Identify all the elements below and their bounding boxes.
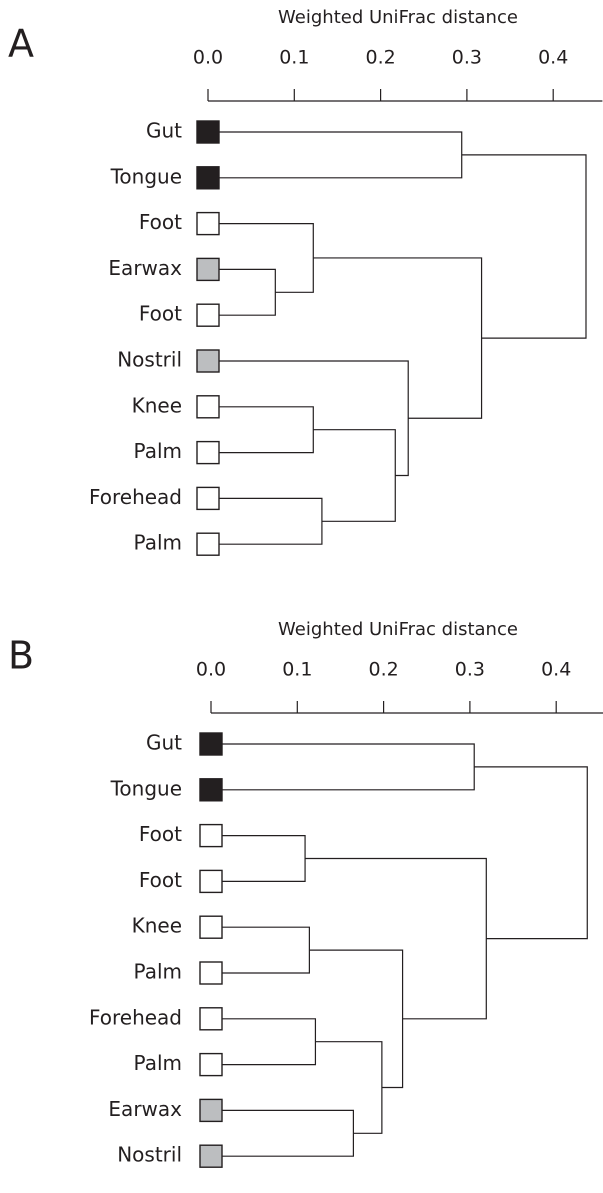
leaf-label: Tongue xyxy=(110,164,182,188)
merge-link xyxy=(222,743,475,791)
leaf-label: Knee xyxy=(132,914,182,938)
leaf-box xyxy=(199,778,223,802)
merge-link xyxy=(219,131,463,179)
leaf-label: Foot xyxy=(139,302,182,326)
merge-link xyxy=(305,857,487,1020)
merge-link xyxy=(222,1109,354,1157)
leaf-label: Earwax xyxy=(108,256,182,280)
leaf-label: Tongue xyxy=(110,776,182,800)
leaf-box xyxy=(199,961,223,985)
leaf-box xyxy=(196,486,220,511)
leaf-box xyxy=(199,1144,223,1168)
x-tick-label: 0.0 xyxy=(196,659,226,681)
merge-link xyxy=(219,268,276,316)
x-tick-label: 0.3 xyxy=(455,659,485,681)
panel-label: B xyxy=(8,634,34,678)
merge-link xyxy=(222,926,310,974)
leaf-label: Earwax xyxy=(108,1097,182,1121)
leaf-box xyxy=(196,395,220,419)
merge-link xyxy=(474,766,588,940)
merge-link xyxy=(461,154,587,339)
leaf-label: Nostril xyxy=(117,348,182,372)
leaf-label: Palm xyxy=(134,1051,182,1075)
leaf-box xyxy=(199,1098,223,1123)
merge-link xyxy=(222,1018,317,1066)
leaf-label: Gut xyxy=(146,731,182,755)
merge-link xyxy=(309,949,404,1089)
leaf-box xyxy=(196,120,220,144)
merge-link xyxy=(313,429,396,522)
leaf-box xyxy=(196,532,220,556)
leaf-label: Forehead xyxy=(89,485,182,509)
leaf-box xyxy=(196,211,220,236)
leaf-box xyxy=(199,915,223,939)
leaf-box xyxy=(196,166,220,190)
axis-title: Weighted UniFrac distance xyxy=(278,619,518,640)
x-tick-label: 0.2 xyxy=(365,47,395,69)
merge-link xyxy=(219,406,314,454)
merge-link xyxy=(222,835,306,882)
leaf-box xyxy=(199,869,223,894)
x-tick-label: 0.0 xyxy=(193,47,223,69)
merge-link xyxy=(313,257,483,419)
leaf-label: Foot xyxy=(139,822,182,846)
merge-link xyxy=(219,497,323,545)
leaf-label: Palm xyxy=(134,531,182,555)
leaf-box xyxy=(199,823,223,848)
leaf-box xyxy=(196,349,220,373)
x-tick-label: 0.4 xyxy=(541,659,571,681)
merge-link xyxy=(315,1041,383,1134)
leaf-label: Palm xyxy=(134,439,182,463)
leaf-label: Forehead xyxy=(89,1005,182,1029)
leaf-label: Nostril xyxy=(117,1143,182,1167)
axis-title: Weighted UniFrac distance xyxy=(278,7,518,28)
x-tick-label: 0.3 xyxy=(452,47,482,69)
merge-link xyxy=(219,223,314,293)
leaf-label: Gut xyxy=(146,119,182,143)
leaf-box xyxy=(196,440,220,465)
leaf-box xyxy=(196,303,220,327)
leaf-label: Knee xyxy=(132,393,182,417)
leaf-box xyxy=(199,1007,223,1031)
panel-label: A xyxy=(8,22,34,66)
leaf-box xyxy=(199,732,223,756)
leaf-label: Palm xyxy=(134,960,182,984)
x-tick-label: 0.4 xyxy=(538,47,568,69)
x-tick-label: 0.1 xyxy=(279,47,309,69)
x-tick-label: 0.1 xyxy=(282,659,312,681)
leaf-box xyxy=(199,1052,223,1077)
leaf-label: Foot xyxy=(139,210,182,234)
x-tick-label: 0.2 xyxy=(368,659,398,681)
leaf-box xyxy=(196,257,220,282)
leaf-label: Foot xyxy=(139,868,182,892)
